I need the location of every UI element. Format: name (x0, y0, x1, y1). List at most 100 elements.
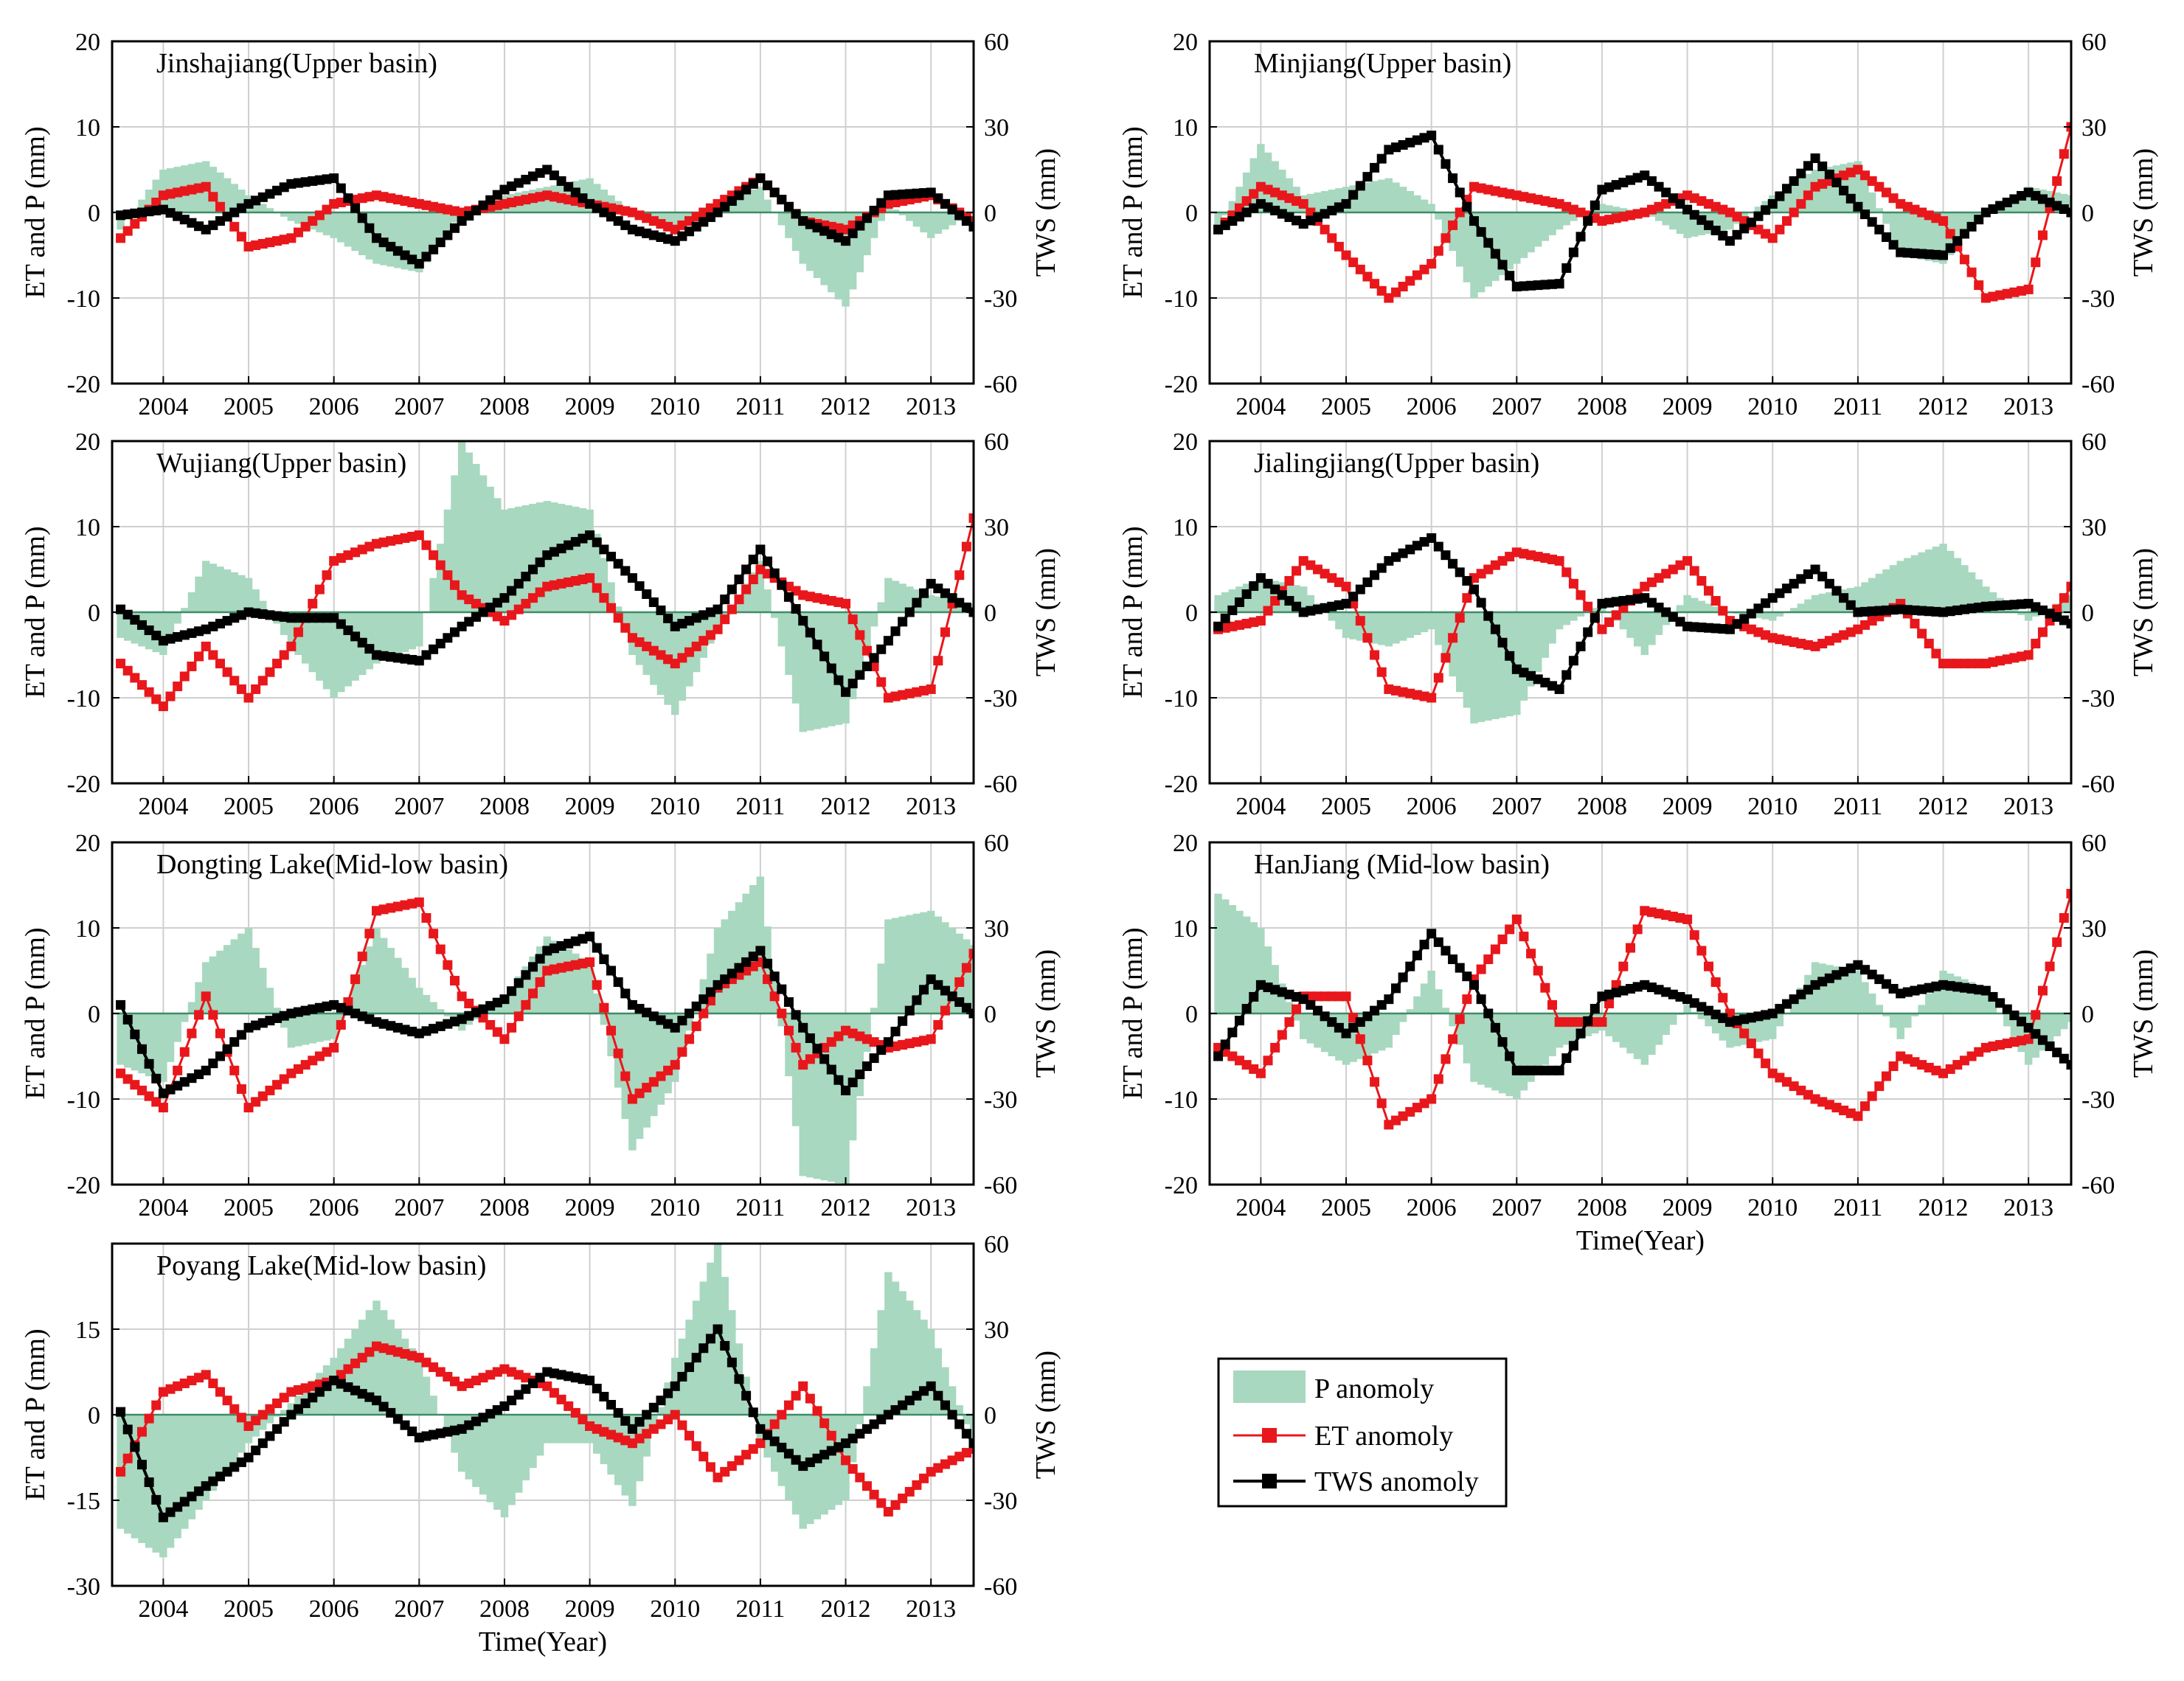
y-tick-label-right: -30 (2081, 685, 2115, 713)
p-bar (1605, 205, 1613, 212)
et-point (1682, 555, 1693, 566)
p-bar (834, 1013, 843, 1184)
y-axis-label-right: TWS (mm) (2128, 548, 2159, 676)
et-point (1292, 566, 1302, 576)
p-bar (159, 612, 167, 655)
tws-point (1462, 971, 1472, 982)
p-bar (1769, 1013, 1777, 1039)
p-bar (358, 212, 367, 255)
p-bar (1982, 988, 1990, 1013)
tws-point (677, 1371, 687, 1382)
tws-point (841, 687, 851, 697)
tws-point (748, 1407, 758, 1418)
p-bar (216, 1415, 224, 1482)
tws-point (130, 1442, 140, 1452)
tws-point (1575, 232, 1586, 242)
et-point (1441, 1054, 1451, 1064)
y-tick-label-right: 0 (2081, 1001, 2094, 1028)
p-bar (2060, 193, 2068, 212)
p-bar (1398, 1013, 1407, 1022)
et-point (1526, 949, 1536, 959)
tws-point (1497, 637, 1508, 648)
et-point (1448, 220, 1458, 230)
tws-point (1803, 161, 1813, 171)
p-bar (422, 1376, 431, 1415)
p-bar (1306, 193, 1315, 212)
p-bar (1697, 600, 1706, 612)
et-point (2052, 176, 2062, 186)
p-bar (799, 612, 807, 732)
p-bar (1939, 544, 1947, 612)
tws-point (599, 1392, 609, 1402)
p-bar (842, 1013, 850, 1185)
legend: P anomoly ET anomoly TWS anomoly (1217, 1357, 1508, 1508)
tws-point (968, 1438, 974, 1449)
x-tick-label: 2005 (1321, 793, 1371, 820)
p-bar (884, 1272, 892, 1415)
y-axis-label-right: TWS (mm) (1030, 1351, 1061, 1479)
p-bar (386, 948, 395, 1013)
p-bar (650, 1013, 658, 1117)
p-bar (948, 928, 957, 1013)
p-bar (2010, 1013, 2019, 1039)
p-bar (791, 212, 800, 252)
p-bar (1868, 578, 1876, 612)
p-bar (1896, 212, 1904, 255)
et-point (314, 584, 325, 595)
et-point (1540, 982, 1550, 993)
p-bar (266, 208, 274, 212)
p-bar (1789, 608, 1798, 612)
p-bar (1847, 969, 1855, 1013)
p-bar (699, 612, 708, 658)
y-tick-label-right: -30 (2081, 285, 2115, 313)
y-tick-label-right: 0 (984, 200, 996, 227)
p-bar (472, 463, 480, 612)
p-bar (259, 204, 267, 212)
et-point (208, 192, 218, 202)
p-bar (948, 212, 957, 226)
p-bar (166, 612, 175, 640)
p-bar (898, 916, 906, 1013)
p-bar (614, 1415, 623, 1486)
y-axis-label-left: ET and P (mm) (20, 126, 51, 298)
p-bar (791, 1013, 800, 1126)
p-bar (1363, 182, 1372, 212)
p-bar (1363, 1013, 1372, 1056)
p-bar (1861, 582, 1869, 612)
p-bar (1456, 612, 1464, 693)
p-bar (1335, 612, 1343, 630)
p-bar (316, 1013, 324, 1042)
y-tick-label-left: 10 (75, 514, 100, 541)
tws-point (1810, 153, 1820, 164)
et-point (961, 963, 971, 973)
panel-7: 2004 2005 2006 2007 2008 2009 2010 2011 2012 2013… (20, 1231, 1061, 1657)
y-tick-label-right: -60 (984, 771, 1017, 798)
p-bar (1925, 993, 1933, 1013)
p-bar (401, 1338, 409, 1415)
tws-point (805, 1033, 815, 1044)
p-bar (1932, 982, 1941, 1013)
et-point (336, 1019, 346, 1030)
tws-point (720, 1341, 730, 1351)
p-bar (1662, 612, 1670, 625)
p-bar (891, 580, 900, 612)
p-bar (926, 595, 935, 612)
p-bar (1534, 1013, 1542, 1074)
tws-point (954, 1419, 965, 1429)
p-bar (1306, 595, 1315, 612)
tws-point (727, 584, 737, 595)
p-bar (1555, 612, 1564, 630)
p-bar (898, 583, 906, 612)
panel-5: 2004 2005 2006 2007 2008 2009 2010 2011 2012 2013… (20, 830, 1061, 1221)
p-bar (920, 212, 928, 233)
p-bar (1832, 165, 1841, 212)
tws-point (1370, 162, 1380, 173)
p-bar (628, 1415, 637, 1506)
p-bar (1420, 983, 1429, 1013)
tws-point (613, 1407, 623, 1418)
p-bar (735, 195, 743, 212)
y-tick-label-right: -30 (984, 1086, 1017, 1114)
et-point (1355, 616, 1365, 626)
legend-tws-label: TWS anomoly (1314, 1466, 1479, 1497)
